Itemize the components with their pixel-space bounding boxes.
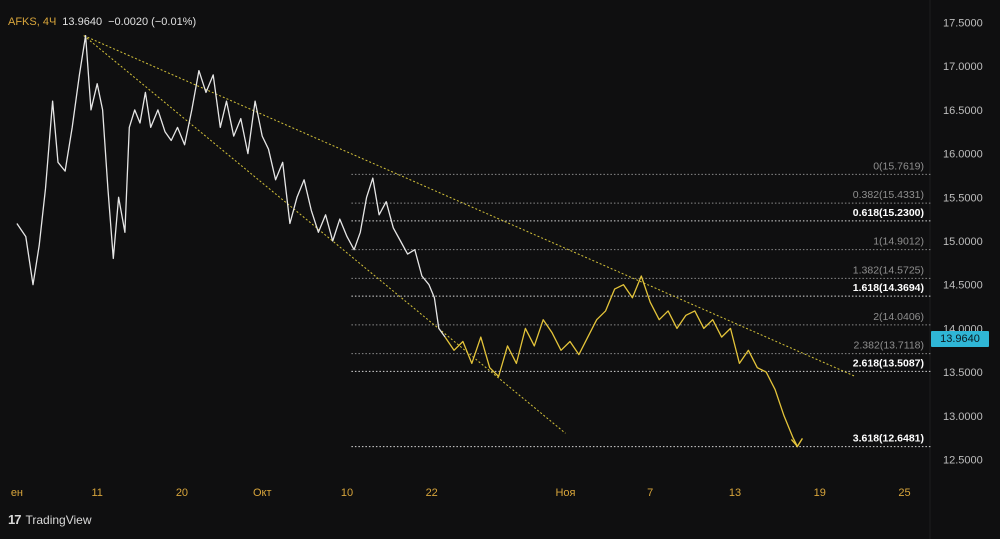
y-tick-label: 12.5000 [943,455,983,467]
y-tick-label: 16.0000 [943,149,983,161]
x-tick-label: 22 [426,487,438,499]
fib-level-label: 3.618(12.6481) [853,433,924,445]
fib-level-label: 1.382(14.5725) [853,264,924,276]
last-price: 13.9640 [62,16,103,28]
fib-level-label: 0.618(15.2300) [853,207,924,219]
y-tick-label: 14.5000 [943,280,983,292]
trendlines [83,35,856,434]
fib-level-label: 2.618(13.5087) [853,357,924,369]
trendline [83,35,566,434]
x-tick-label: Окт [253,487,272,499]
y-tick-label: 15.0000 [943,236,983,248]
y-tick-label: 15.5000 [943,192,983,204]
tradingview-brand[interactable]: 17 TradingView [8,512,92,527]
fib-level-label: 1(14.9012) [873,236,924,248]
price-line [16,34,446,338]
x-tick-label: 11 [91,487,102,499]
fib-level-label: 1.618(14.3694) [853,282,924,294]
time-axis[interactable]: ен 11 20 Окт 10 22 Ноя 7 13 19 25 [11,487,911,499]
x-tick-label: 20 [176,487,188,499]
fibonacci-levels: 0(15.7619) 0.382(15.4331) 0.618(15.2300) 1(… [351,160,932,448]
symbol-label[interactable]: AFKS, 4Ч [8,16,57,28]
x-tick-label: 7 [647,487,653,499]
brand-name: TradingView [25,512,92,527]
y-tick-label: 13.0000 [943,411,983,423]
x-tick-label: ен [11,487,23,499]
y-tick-label: 17.0000 [943,61,983,73]
price-change: −0.0020 (−0.01%) [108,16,197,28]
y-tick-label: 13.5000 [943,367,983,379]
y-tick-label: 17.5000 [943,17,983,29]
projection-line [444,275,798,447]
x-tick-label: 19 [814,487,826,499]
projection-arrowhead [790,438,804,448]
fib-level-label: 2.382(13.7118) [854,340,924,352]
fib-level-label: 2(14.0406) [873,311,924,323]
fib-level-label: 0.382(15.4331) [853,189,924,201]
price-series [16,34,804,448]
symbol-header[interactable]: AFKS, 4Ч 13.9640 −0.0020 (−0.01%) [8,16,196,28]
x-tick-label: Ноя [555,487,575,499]
fib-level-label: 0(15.7619) [873,160,924,172]
tradingview-logo-icon: 17 [8,512,22,527]
trendline [83,35,856,377]
x-tick-label: 25 [898,487,910,499]
current-price-tag: 13.9640 [931,331,989,347]
y-tick-label: 16.5000 [943,105,983,117]
x-tick-label: 10 [341,487,353,499]
x-tick-label: 13 [729,487,741,499]
